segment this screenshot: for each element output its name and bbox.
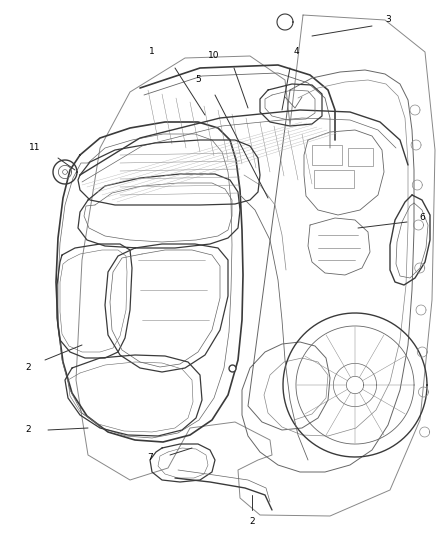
Bar [314, 170, 354, 188]
Text: 3: 3 [385, 15, 391, 25]
Text: 2: 2 [249, 518, 255, 527]
Text: 2: 2 [25, 364, 31, 373]
Text: 4: 4 [293, 47, 299, 56]
Text: 7: 7 [147, 454, 153, 463]
Text: 11: 11 [29, 143, 41, 152]
Text: 6: 6 [419, 214, 425, 222]
Text: 10: 10 [208, 51, 220, 60]
Bar [312, 145, 342, 165]
Text: 5: 5 [195, 76, 201, 85]
Bar [348, 148, 373, 166]
Text: 1: 1 [149, 47, 155, 56]
Text: 2: 2 [25, 425, 31, 434]
